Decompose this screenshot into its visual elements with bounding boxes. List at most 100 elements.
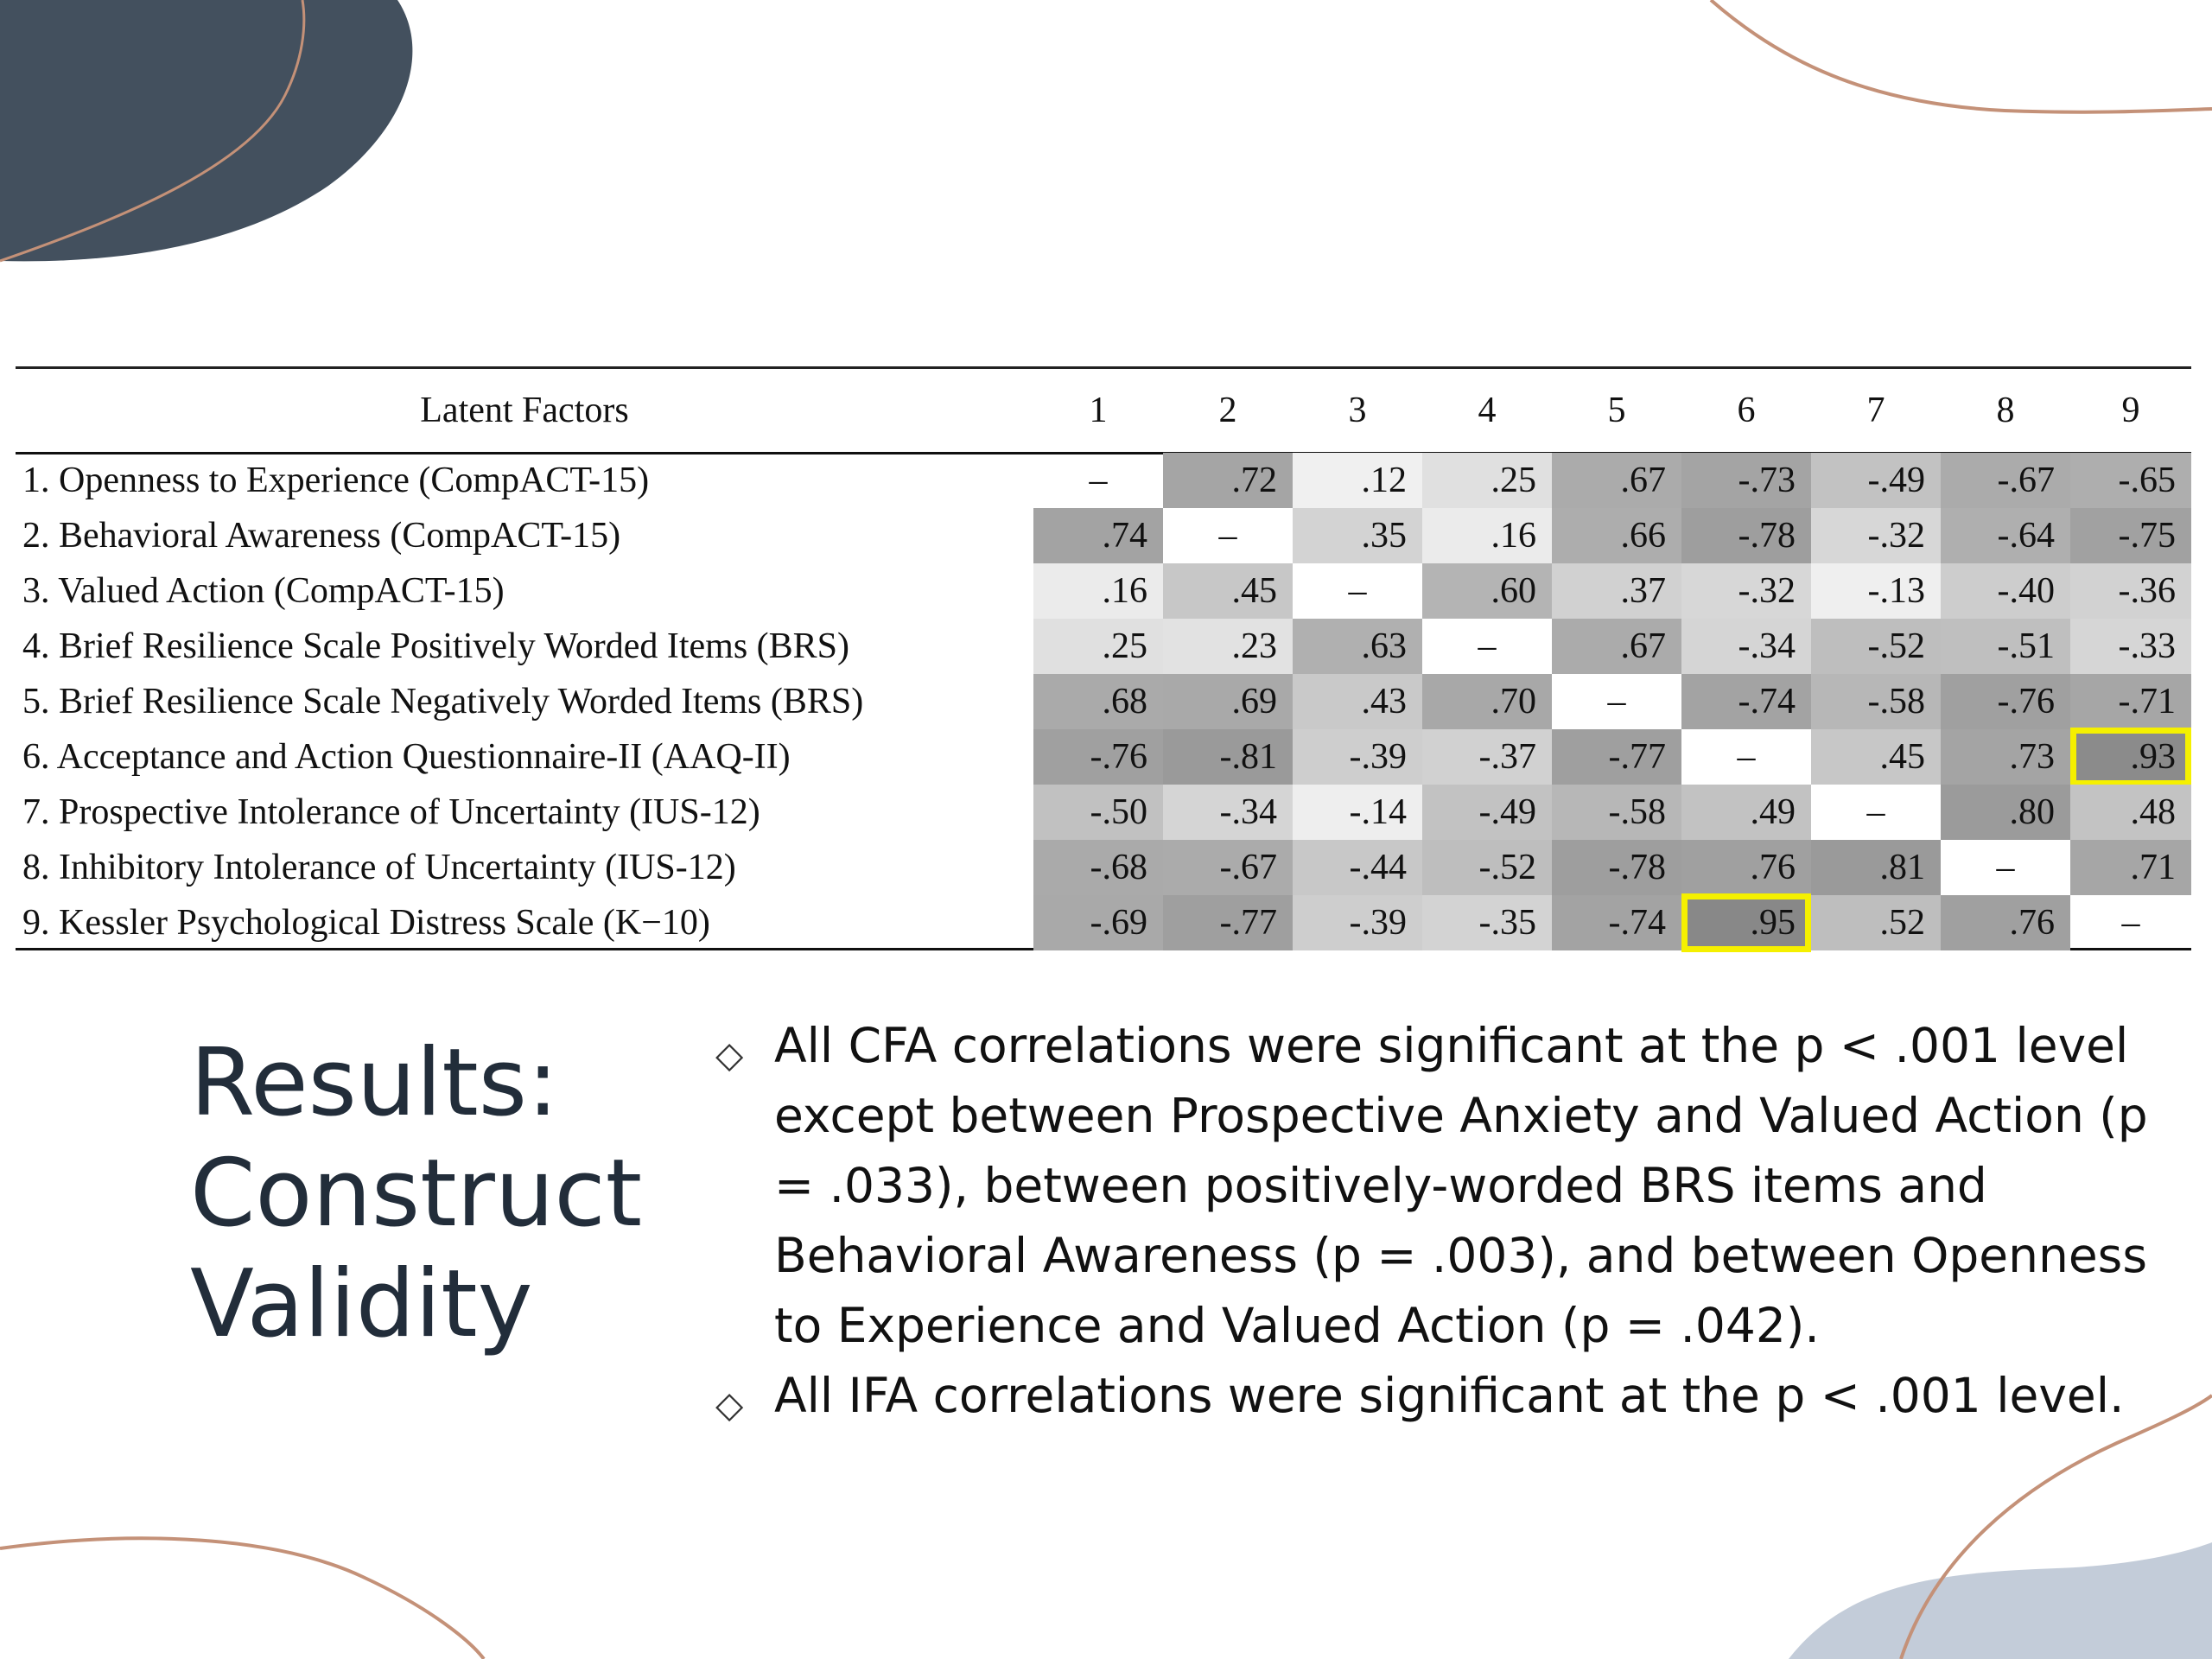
table-row: 9. Kessler Psychological Distress Scale …	[16, 893, 2191, 952]
correlation-cell: -.75	[2070, 508, 2191, 563]
correlation-cell: .16	[1422, 508, 1552, 563]
correlation-cell: .69	[1163, 674, 1293, 729]
correlation-cell: –	[1607, 682, 1626, 721]
correlation-cell: -.77	[1552, 729, 1681, 785]
correlation-cell: -.76	[1033, 729, 1163, 785]
correlation-cell: -.68	[1033, 840, 1163, 895]
row-label: 9. Kessler Psychological Distress Scale …	[22, 903, 710, 943]
table-row: 8. Inhibitory Intolerance of Uncertainty…	[16, 840, 2191, 895]
correlation-cell: .73	[1941, 729, 2070, 785]
table-header-rule	[16, 452, 2191, 454]
correlation-cell: –	[1218, 516, 1237, 556]
correlation-cell: -.50	[1033, 785, 1163, 840]
correlation-cell: -.69	[1033, 895, 1163, 950]
correlation-cell: -.52	[1811, 619, 1941, 674]
correlation-cell: .93	[2070, 728, 2191, 786]
title-line: Construct	[190, 1140, 643, 1248]
copper-curve-top-right	[1709, 0, 2212, 114]
correlation-cell: .63	[1293, 619, 1422, 674]
correlation-cell: .43	[1293, 674, 1422, 729]
row-label: 5. Brief Resilience Scale Negatively Wor…	[22, 682, 864, 721]
row-label: 6. Acceptance and Action Questionnaire-I…	[22, 737, 791, 777]
correlation-cell: -.74	[1552, 895, 1681, 950]
correlation-cell: .70	[1422, 674, 1552, 729]
correlation-cell: –	[2121, 903, 2140, 943]
column-header: 1	[1089, 391, 1108, 430]
table-top-rule	[16, 366, 2191, 369]
correlation-cell: -.14	[1293, 785, 1422, 840]
correlation-cell: .71	[2070, 840, 2191, 895]
correlation-cell: -.81	[1163, 729, 1293, 785]
correlation-cell: .49	[1681, 785, 1811, 840]
correlation-cell: .76	[1941, 895, 2070, 950]
bullet-item: ◇ All IFA correlations were significant …	[709, 1361, 2177, 1431]
correlation-cell: .35	[1293, 508, 1422, 563]
correlation-cell: .76	[1681, 840, 1811, 895]
title-line: Validity	[190, 1250, 533, 1358]
correlation-cell: -.73	[1681, 453, 1811, 508]
correlation-cell: -.33	[2070, 619, 2191, 674]
column-header: 9	[2121, 391, 2140, 430]
header-latent-factors: Latent Factors	[420, 391, 629, 430]
correlation-cell: -.37	[1422, 729, 1552, 785]
correlation-cell: .81	[1811, 840, 1941, 895]
table-row: 4. Brief Resilience Scale Positively Wor…	[16, 619, 2191, 674]
column-header: 5	[1607, 391, 1626, 430]
copper-curve-top-left	[0, 0, 306, 263]
row-label: 8. Inhibitory Intolerance of Uncertainty…	[22, 848, 736, 887]
correlation-cell: .72	[1163, 453, 1293, 508]
correlation-cell: –	[1348, 571, 1367, 611]
table-row: 6. Acceptance and Action Questionnaire-I…	[16, 728, 2191, 786]
table-row: 2. Behavioral Awareness (CompACT-15) .74 –…	[16, 508, 2191, 563]
table-row: 7. Prospective Intolerance of Uncertaint…	[16, 785, 2191, 840]
bullet-item: ◇ All CFA correlations were significant …	[709, 1011, 2177, 1361]
correlation-cell: .74	[1033, 508, 1163, 563]
table-header-row: Latent Factors 1 2 3 4 5 6 7 8 9	[16, 368, 2191, 453]
correlation-cell: .66	[1552, 508, 1681, 563]
correlation-cell: -.78	[1681, 508, 1811, 563]
correlation-cell: .80	[1941, 785, 2070, 840]
correlation-cell: -.58	[1811, 674, 1941, 729]
correlation-cell: -.39	[1293, 729, 1422, 785]
correlation-cell: .25	[1033, 619, 1163, 674]
correlation-cell: .52	[1811, 895, 1941, 950]
correlation-cell: -.52	[1422, 840, 1552, 895]
light-blob-shape	[1789, 1542, 2212, 1659]
correlation-cell: -.71	[2070, 674, 2191, 729]
diamond-bullet-icon: ◇	[715, 1033, 744, 1076]
correlation-cell: .23	[1163, 619, 1293, 674]
bullet-text: All CFA correlations were significant at…	[774, 1018, 2148, 1353]
results-bullet-list: ◇ All CFA correlations were significant …	[709, 1011, 2177, 1431]
title-line: Results:	[190, 1029, 559, 1137]
correlation-cell: -.32	[1811, 508, 1941, 563]
slide-title: Results: Construct Validity	[190, 1028, 674, 1360]
table-row: 3. Valued Action (CompACT-15) .16.45 – .60.…	[16, 563, 2191, 619]
correlation-cell: –	[1478, 626, 1497, 666]
correlation-cell: –	[1737, 737, 1756, 777]
column-header: 8	[1996, 391, 2015, 430]
correlation-cell: .67	[1552, 453, 1681, 508]
table-row: 1. Openness to Experience (CompACT-15) –.…	[16, 453, 2191, 508]
correlation-cell: -.76	[1941, 674, 2070, 729]
copper-curve-bottom-left	[0, 1536, 486, 1659]
correlation-cell: .48	[2070, 785, 2191, 840]
correlation-cell: -.39	[1293, 895, 1422, 950]
correlation-cell: -.40	[1941, 563, 2070, 619]
correlation-cell: .67	[1552, 619, 1681, 674]
correlation-cell: –	[1996, 848, 2015, 887]
correlation-cell: –	[1089, 461, 1108, 500]
correlation-cell: -.32	[1681, 563, 1811, 619]
correlation-table: Latent Factors 1 2 3 4 5 6 7 8 9 1. Open…	[16, 368, 2191, 952]
correlation-cell: -.67	[1163, 840, 1293, 895]
correlation-cell: .37	[1552, 563, 1681, 619]
row-label: 3. Valued Action (CompACT-15)	[22, 571, 505, 611]
correlation-cell: -.58	[1552, 785, 1681, 840]
correlation-cell: -.13	[1811, 563, 1941, 619]
dark-blob-shape	[0, 0, 413, 262]
row-label: 4. Brief Resilience Scale Positively Wor…	[22, 626, 850, 666]
correlation-cell: -.64	[1941, 508, 2070, 563]
column-header: 4	[1478, 391, 1497, 430]
table-row: 5. Brief Resilience Scale Negatively Wor…	[16, 674, 2191, 729]
correlation-cell: –	[1866, 792, 1885, 832]
row-label: 7. Prospective Intolerance of Uncertaint…	[22, 792, 760, 832]
